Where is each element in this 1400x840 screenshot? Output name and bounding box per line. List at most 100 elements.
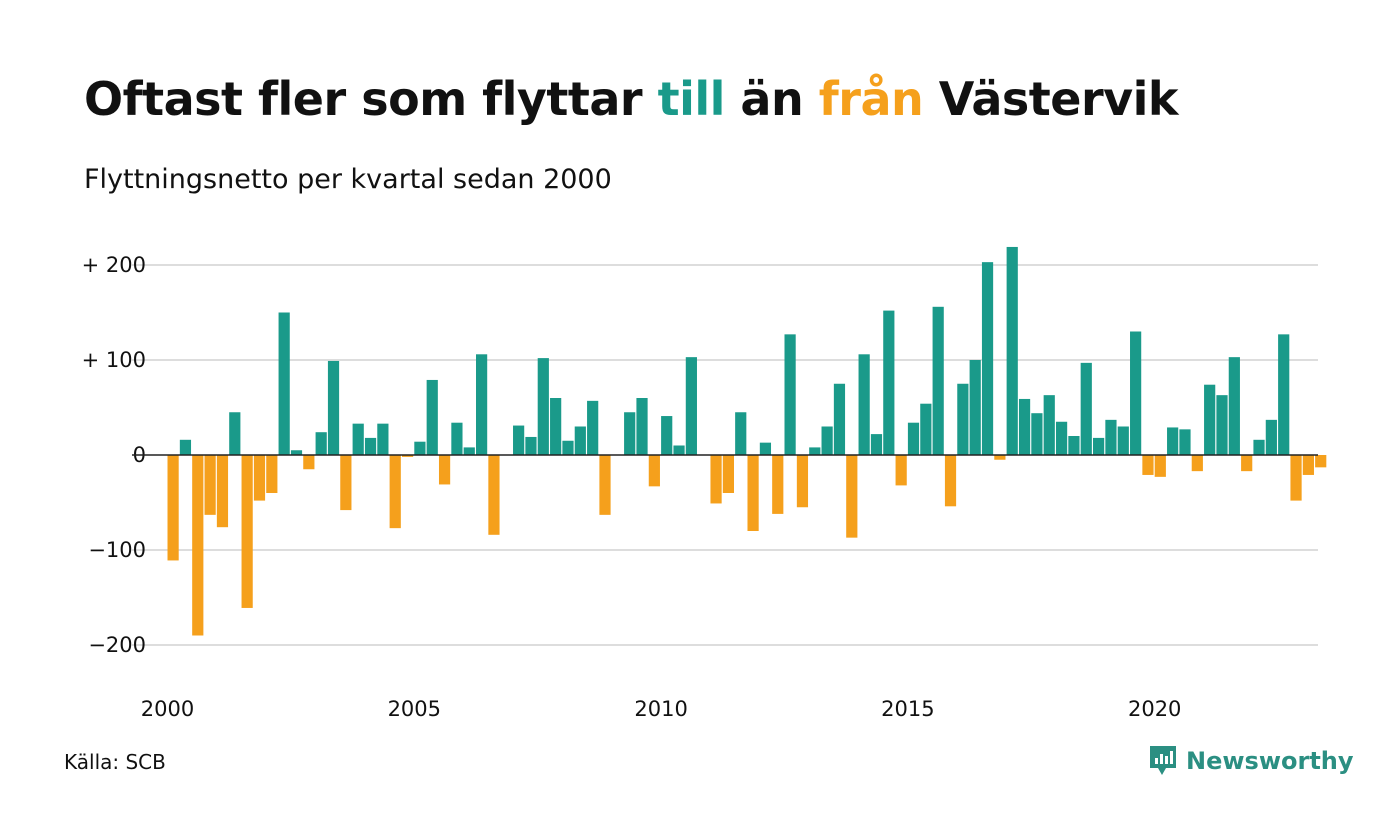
x-tick-label: 2010 bbox=[634, 697, 687, 721]
bar-positive bbox=[587, 400, 599, 455]
bar-positive bbox=[1253, 439, 1265, 455]
bar-negative bbox=[204, 455, 216, 515]
x-tick-label: 2015 bbox=[881, 697, 934, 721]
bar-positive bbox=[327, 360, 340, 455]
bar-negative bbox=[303, 455, 315, 470]
title-till: till bbox=[657, 72, 726, 126]
bar-positive bbox=[278, 312, 290, 455]
bar-negative bbox=[266, 455, 278, 493]
bar-positive bbox=[364, 437, 377, 455]
bar-positive bbox=[1093, 437, 1105, 455]
bar-negative bbox=[599, 455, 611, 515]
title-fran: från bbox=[818, 72, 924, 126]
bar-positive bbox=[969, 360, 981, 455]
bar-positive bbox=[1018, 398, 1031, 455]
bar-positive bbox=[833, 383, 846, 455]
bar-negative bbox=[1302, 455, 1314, 475]
bar-positive bbox=[1278, 334, 1290, 455]
bar-negative bbox=[772, 455, 784, 514]
bar-positive bbox=[957, 383, 969, 455]
bar-positive bbox=[784, 334, 796, 455]
bar-negative bbox=[944, 455, 957, 507]
bar-positive bbox=[685, 357, 697, 455]
bar-positive bbox=[981, 262, 994, 455]
bar-positive bbox=[759, 442, 772, 455]
bar-negative bbox=[994, 455, 1006, 460]
bar-negative bbox=[167, 455, 179, 561]
title-part1: Oftast fler som flyttar bbox=[84, 72, 658, 126]
bar-negative bbox=[253, 455, 266, 501]
bar-positive bbox=[907, 422, 920, 455]
bar-positive bbox=[1228, 357, 1240, 455]
bar-negative bbox=[216, 455, 229, 528]
bar-negative bbox=[710, 455, 722, 504]
bar-negative bbox=[1241, 455, 1253, 472]
x-tick-label: 2020 bbox=[1128, 697, 1181, 721]
bar-positive bbox=[352, 423, 364, 455]
bar-positive bbox=[809, 447, 821, 455]
bar-positive bbox=[550, 398, 562, 455]
bar-negative bbox=[438, 455, 451, 485]
bar-negative bbox=[241, 455, 253, 608]
chart-subtitle: Flyttningsnetto per kvartal sedan 2000 bbox=[84, 164, 612, 195]
bar-positive bbox=[574, 426, 586, 455]
bar-positive bbox=[290, 450, 303, 455]
bar-positive bbox=[624, 412, 636, 455]
bar-negative bbox=[796, 455, 809, 508]
grid-lines bbox=[132, 264, 1318, 646]
bar-negative bbox=[895, 455, 907, 486]
bar-positive bbox=[179, 439, 192, 455]
bar-negative bbox=[722, 455, 734, 493]
bar-negative bbox=[1142, 455, 1154, 475]
bar-positive bbox=[673, 445, 685, 455]
bar-positive bbox=[414, 441, 426, 455]
bar-positive bbox=[1105, 419, 1117, 455]
brand-logo: Newsworthy bbox=[1148, 744, 1354, 778]
bar-positive bbox=[1055, 421, 1068, 455]
bar-positive bbox=[735, 412, 747, 455]
bar-negative bbox=[1315, 455, 1327, 468]
bar-positive bbox=[229, 412, 241, 455]
bar-negative bbox=[192, 455, 204, 636]
bar-positive bbox=[1043, 395, 1055, 455]
bar-positive bbox=[883, 310, 895, 455]
bar-positive bbox=[1265, 419, 1277, 455]
bar-positive bbox=[920, 403, 932, 455]
bar-negative bbox=[340, 455, 352, 511]
brand-name: Newsworthy bbox=[1186, 747, 1354, 775]
bar-positive bbox=[1068, 436, 1080, 455]
bar-positive bbox=[537, 358, 549, 455]
bar-negative bbox=[747, 455, 759, 531]
bar-negative bbox=[846, 455, 858, 538]
y-tick-label: −100 bbox=[88, 538, 146, 562]
bar-negative bbox=[401, 455, 414, 457]
bar-positive bbox=[1080, 362, 1092, 455]
bar-positive bbox=[463, 447, 475, 455]
bar-positive bbox=[1204, 384, 1216, 455]
bar-positive bbox=[1179, 429, 1191, 455]
bar-positive bbox=[821, 426, 833, 455]
chart-title: Oftast fler som flyttar till än från Väs… bbox=[84, 72, 1178, 126]
y-tick-label: + 200 bbox=[82, 253, 146, 277]
bar-positive bbox=[315, 432, 327, 455]
bar-positive bbox=[1216, 395, 1228, 455]
bar-positive bbox=[1167, 427, 1179, 455]
bar-positive bbox=[1117, 426, 1129, 455]
bar-positive bbox=[513, 425, 525, 455]
bar-positive bbox=[562, 440, 574, 455]
bar-positive bbox=[525, 436, 537, 455]
bar-negative bbox=[389, 455, 401, 529]
newsworthy-logo-icon bbox=[1150, 746, 1176, 775]
title-part2: än bbox=[724, 72, 819, 126]
bar-negative bbox=[1191, 455, 1203, 472]
bar-positive bbox=[426, 379, 438, 455]
bar-positive bbox=[870, 434, 883, 455]
source-note: Källa: SCB bbox=[64, 750, 166, 774]
bar-negative bbox=[1154, 455, 1166, 477]
bar-positive bbox=[1006, 246, 1018, 455]
x-tick-label: 2005 bbox=[388, 697, 441, 721]
y-tick-label: + 100 bbox=[82, 348, 146, 372]
bar-positive bbox=[377, 423, 389, 455]
